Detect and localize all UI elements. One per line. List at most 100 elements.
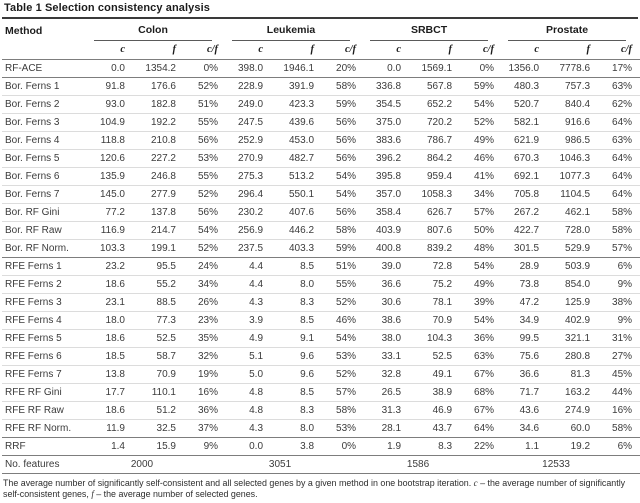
group-header-colon: Colon [88,19,226,41]
value-cell: 88.5 [156,296,176,308]
value-cell: 11.9 [106,422,125,434]
value-cell: 36.6 [519,368,540,380]
value-cell: 52.5 [156,332,176,344]
value-cell: 567.8 [427,80,453,92]
value-cell: 58% [336,224,357,236]
method-label: Bor. Ferns 4 [5,134,60,146]
group-header-leukemia: Leukemia [226,19,364,41]
value-cell: 68% [474,386,495,398]
subheader-cf: c/f [344,44,357,55]
value-cell: 70.9 [432,314,453,326]
value-cell: 8.3 [300,404,315,416]
value-cell: 52% [198,188,219,200]
value-cell: 839.2 [427,242,453,254]
value-cell: 58% [612,206,633,218]
value-cell: 36.6 [381,278,402,290]
method-label: Bor. RF Norm. [5,242,69,254]
value-cell: 56% [336,152,357,164]
value-cell: 267.2 [514,206,540,218]
no-features-prostate: 12533 [542,458,570,470]
value-cell: 32.8 [381,368,402,380]
value-cell: 403.9 [376,224,402,236]
method-label: Bor. Ferns 1 [5,80,60,92]
value-cell: 63% [612,134,633,146]
value-cell: 51.2 [156,404,176,416]
value-cell: 53% [336,422,357,434]
subheader-cf: c/f [482,44,495,55]
value-cell: 57% [612,242,633,254]
value-cell: 423.3 [288,98,315,110]
value-cell: 1104.5 [560,188,591,200]
value-cell: 4.8 [249,404,264,416]
value-cell: 670.3 [514,152,540,164]
value-cell: 13.8 [105,368,125,380]
value-cell: 383.6 [376,134,402,146]
value-cell: 23.1 [105,296,125,308]
value-cell: 31.3 [381,404,402,416]
value-cell: 807.6 [427,224,453,236]
table-title: Table 1 Selection consistency analysis [2,1,638,19]
subheader-c: c [258,44,264,55]
no-features-srbct: 1586 [406,458,430,470]
value-cell: 73.8 [519,278,540,290]
value-cell: 227.2 [150,152,176,164]
value-cell: 58% [612,224,633,236]
value-cell: 99.5 [519,332,540,344]
table-row: Bor. RF Norm. 103.3 199.1 52% 237.5 403.… [2,239,640,258]
value-cell: 60.0 [570,422,591,434]
group-label: Colon [94,24,213,41]
method-label: RF-ACE [5,62,43,74]
table-row: Bor. Ferns 4 118.8 210.8 56% 252.9 453.0… [2,131,640,150]
value-cell: 54% [336,188,357,200]
value-cell: 35% [198,332,219,344]
value-cell: 75.6 [519,350,540,362]
table-row: RFE Ferns 7 13.8 70.9 19% 5.0 9.6 52% 32… [2,365,640,384]
value-cell: 17.7 [105,386,125,398]
value-cell: 77.2 [105,206,125,218]
value-cell: 24% [198,260,219,272]
table-row: RFE RF Raw 18.6 51.2 36% 4.8 8.3 58% 31.… [2,401,640,420]
value-cell: 18.6 [105,332,125,344]
value-cell: 135.9 [99,170,125,182]
value-cell: 52% [336,296,357,308]
value-cell: 621.9 [514,134,540,146]
value-cell: 52% [336,368,357,380]
value-cell: 1046.3 [559,152,591,164]
table-row: Bor. Ferns 6 135.9 246.8 55% 275.3 513.2… [2,167,640,186]
value-cell: 1077.3 [559,170,591,182]
value-cell: 210.8 [150,134,176,146]
group-header-row: Method Colon Leukemia SRBCT Prostate [2,19,640,41]
value-cell: 0% [341,440,357,452]
value-cell: 67% [474,404,495,416]
value-cell: 275.3 [237,170,264,182]
value-cell: 4.4 [249,278,264,290]
value-cell: 116.9 [100,224,125,236]
value-cell: 58% [612,422,633,434]
value-cell: 39.0 [381,260,402,272]
value-cell: 6% [617,440,633,452]
value-cell: 51% [336,260,357,272]
table-row: RRF 1.4 15.9 9% 0.0 3.8 0% 1.9 8.3 22% 1… [2,437,640,456]
value-cell: 53% [336,350,357,362]
method-label: RFE RF Raw [5,404,64,416]
value-cell: 192.2 [150,116,176,128]
value-cell: 357.0 [376,188,402,200]
value-cell: 54% [474,98,495,110]
value-cell: 959.4 [427,170,453,182]
value-cell: 118.8 [100,134,125,146]
value-cell: 1946.1 [283,62,315,74]
value-cell: 23.2 [105,260,125,272]
value-cell: 75.2 [432,278,453,290]
value-cell: 5.1 [249,350,264,362]
value-cell: 422.7 [514,224,540,236]
method-label: RFE RF Gini [5,386,62,398]
value-cell: 439.6 [288,116,315,128]
value-cell: 18.6 [105,404,125,416]
value-cell: 91.8 [105,80,125,92]
footnote-text: – the average number of selected genes. [93,489,258,499]
value-cell: 0.0 [111,62,125,74]
subheader-f: f [310,44,315,55]
value-cell: 78.1 [432,296,453,308]
value-cell: 125.9 [565,296,591,308]
value-cell: 8.3 [438,440,453,452]
